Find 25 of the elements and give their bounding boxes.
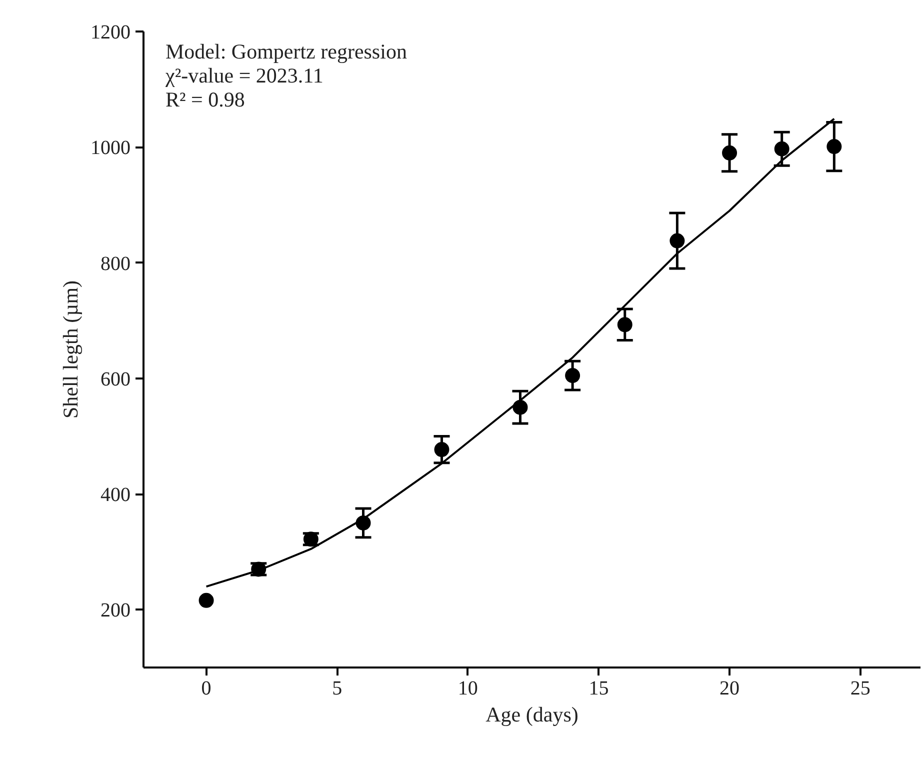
point [670, 233, 685, 248]
y-axis-title: Shell legth (µm) [58, 280, 82, 419]
point [434, 442, 450, 458]
point [722, 145, 738, 160]
point [565, 368, 580, 384]
x-tick-label: 20 [720, 678, 740, 700]
x-tick-label: 25 [850, 678, 870, 700]
y-tick-label: 600 [100, 368, 130, 390]
x-axis-title: Age (days) [486, 702, 578, 726]
x-tick-label: 0 [201, 678, 212, 700]
point [826, 139, 842, 154]
annotation: R² = 0.98 [166, 88, 245, 112]
x-tick-label: 10 [458, 678, 478, 700]
y-tick-label: 800 [100, 252, 130, 275]
annotation: χ²-value = 2023.11 [164, 64, 324, 88]
x-tick-label: 5 [332, 678, 342, 700]
x-tick-label: 15 [588, 678, 609, 700]
y-tick-label: 1000 [90, 137, 130, 160]
point [198, 592, 214, 608]
annotation: Model: Gompertz regression [166, 40, 408, 64]
y-tick-label: 200 [100, 600, 130, 622]
point [617, 317, 632, 332]
y-tick-label: 1200 [90, 22, 130, 44]
point [774, 141, 790, 156]
y-tick-label: 400 [100, 484, 130, 506]
